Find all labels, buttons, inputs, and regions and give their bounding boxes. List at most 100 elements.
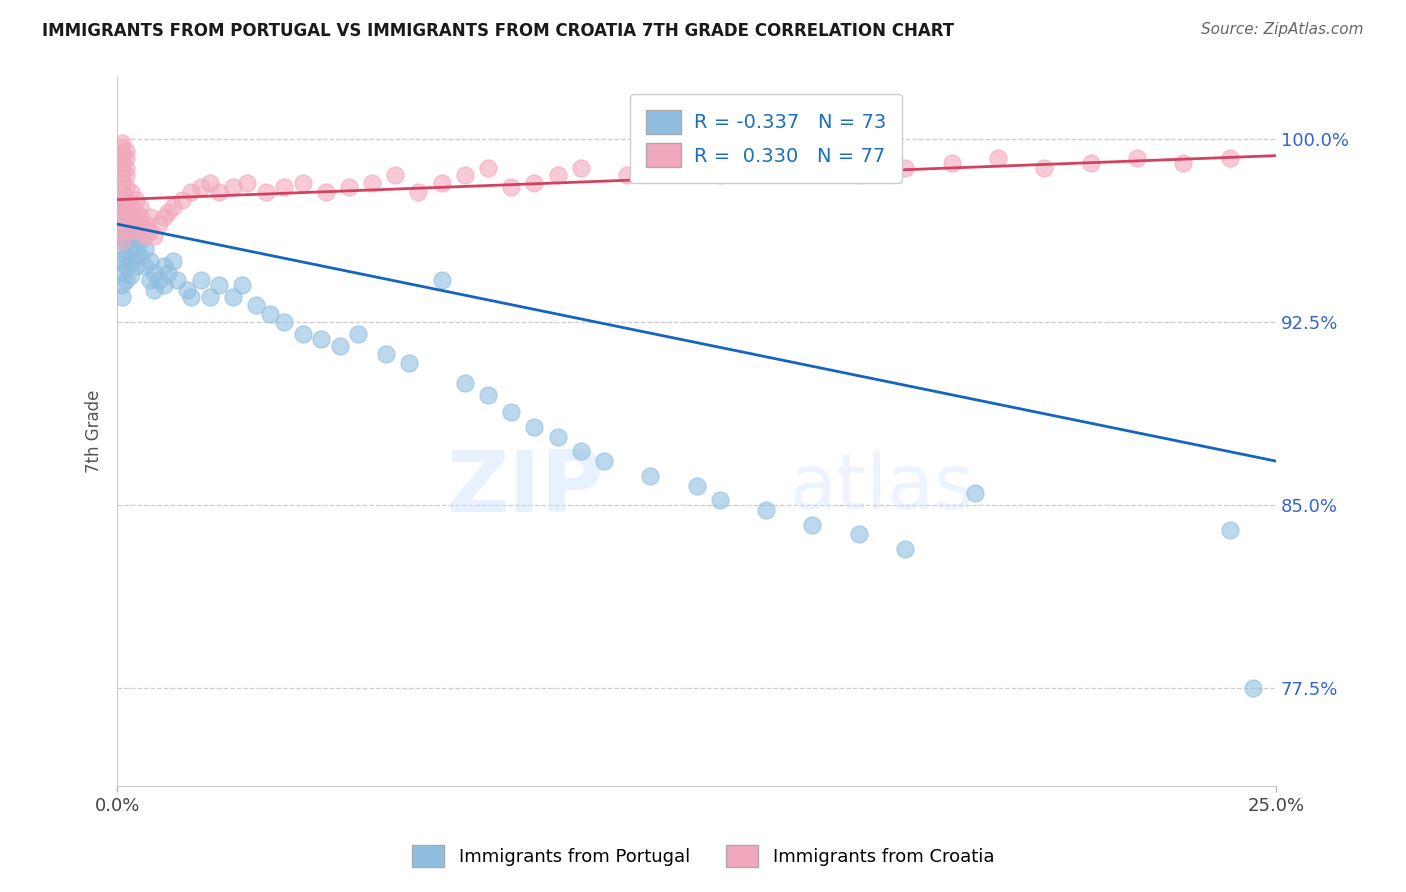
Point (1033, 161, 1056, 175)
Point (143, 266, 166, 280)
Point (120, 200, 142, 214)
Point (125, 242, 148, 256)
Point (115, 229, 138, 244)
Point (273, 180, 295, 194)
Point (569, 161, 592, 175)
Point (111, 217, 134, 231)
Point (125, 259, 148, 273)
Point (222, 290, 245, 304)
Point (111, 266, 134, 280)
Legend: Immigrants from Portugal, Immigrants from Croatia: Immigrants from Portugal, Immigrants fro… (402, 836, 1004, 876)
Point (143, 283, 166, 297)
Point (111, 146, 134, 161)
Point (115, 193, 138, 207)
Point (523, 420, 546, 434)
Point (176, 283, 198, 297)
Point (569, 444, 592, 458)
Point (134, 229, 156, 244)
Point (315, 186, 337, 200)
Point (129, 210, 152, 224)
Point (848, 527, 870, 541)
Point (138, 210, 160, 224)
Point (361, 176, 384, 190)
Point (111, 253, 134, 268)
Point (111, 186, 134, 200)
Point (129, 217, 152, 231)
Point (115, 144, 138, 158)
Point (111, 176, 134, 190)
Point (111, 161, 134, 175)
Point (125, 204, 148, 219)
Point (337, 180, 360, 194)
Point (111, 200, 134, 214)
Point (115, 161, 138, 175)
Point (245, 298, 267, 312)
Point (755, 161, 778, 175)
Point (111, 136, 134, 151)
Point (129, 249, 152, 263)
Point (273, 315, 295, 329)
Point (115, 249, 138, 263)
Point (180, 290, 202, 304)
Point (138, 224, 160, 238)
Point (291, 176, 314, 190)
Point (120, 268, 142, 283)
Point (1126, 151, 1149, 165)
Point (148, 273, 170, 287)
Point (430, 176, 453, 190)
Point (259, 308, 281, 322)
Point (111, 156, 134, 170)
Text: ZIP: ZIP (446, 447, 603, 530)
Point (180, 186, 202, 200)
Point (120, 229, 142, 244)
Point (125, 210, 148, 224)
Point (1219, 523, 1241, 537)
Point (111, 200, 134, 214)
Point (129, 224, 152, 238)
Point (592, 454, 614, 468)
Point (111, 210, 134, 224)
Legend: R = -0.337   N = 73, R =  0.330   N = 77: R = -0.337 N = 73, R = 0.330 N = 77 (630, 95, 903, 183)
Point (430, 273, 453, 287)
Point (125, 217, 148, 231)
Point (894, 161, 917, 175)
Point (709, 168, 731, 182)
Point (120, 186, 142, 200)
Point (129, 234, 152, 248)
Point (477, 161, 499, 175)
Point (111, 193, 134, 207)
Point (501, 180, 523, 194)
Point (115, 234, 138, 248)
Point (111, 151, 134, 165)
Point (111, 278, 134, 293)
Point (709, 493, 731, 508)
Point (162, 200, 184, 214)
Point (143, 229, 166, 244)
Point (125, 224, 148, 238)
Point (111, 242, 134, 256)
Point (894, 542, 917, 557)
Point (190, 180, 212, 194)
Point (115, 259, 138, 273)
Point (152, 259, 174, 273)
Point (190, 273, 212, 287)
Point (120, 242, 142, 256)
Point (115, 168, 138, 182)
Point (236, 176, 259, 190)
Point (134, 259, 156, 273)
Point (398, 356, 420, 370)
Point (755, 503, 778, 517)
Point (848, 168, 870, 182)
Point (685, 478, 707, 492)
Point (111, 210, 134, 224)
Point (198, 176, 221, 190)
Point (662, 156, 685, 170)
Point (347, 326, 370, 341)
Point (1080, 156, 1102, 170)
Point (152, 210, 174, 224)
Point (115, 204, 138, 219)
Text: IMMIGRANTS FROM PORTUGAL VS IMMIGRANTS FROM CROATIA 7TH GRADE CORRELATION CHART: IMMIGRANTS FROM PORTUGAL VS IMMIGRANTS F… (42, 22, 955, 40)
Point (138, 253, 160, 268)
Point (134, 242, 156, 256)
Point (638, 468, 661, 483)
